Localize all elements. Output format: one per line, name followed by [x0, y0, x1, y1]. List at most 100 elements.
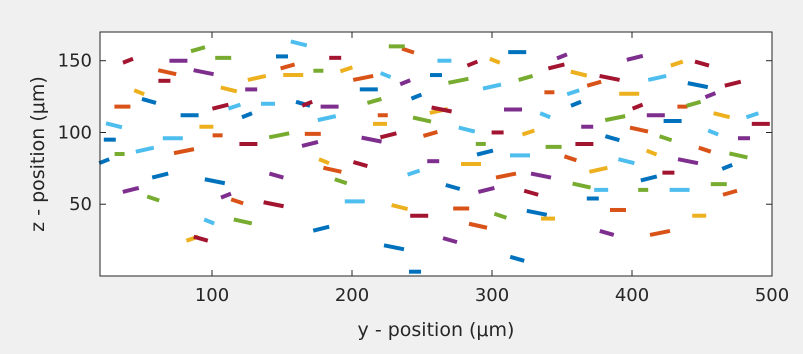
data-point — [728, 151, 748, 160]
data-point — [383, 243, 405, 252]
data-point — [220, 85, 238, 94]
data-point — [645, 148, 658, 157]
data-point — [268, 131, 290, 140]
data-point — [122, 185, 140, 194]
data-point — [98, 157, 110, 166]
data-point — [157, 68, 177, 77]
data-point — [626, 53, 644, 62]
data-point — [301, 99, 313, 108]
data-point — [670, 59, 684, 68]
data-point — [694, 59, 710, 68]
data-point — [133, 88, 145, 97]
x-axis-label: y - position (μm) — [358, 319, 515, 341]
data-point — [539, 111, 551, 120]
data-point — [482, 82, 502, 91]
data-point — [190, 45, 206, 54]
data-point — [193, 234, 209, 243]
data-point — [466, 59, 479, 68]
data-point — [570, 69, 588, 78]
data-point — [399, 78, 411, 87]
data-point — [173, 147, 195, 156]
data-point — [391, 203, 409, 212]
data-point — [401, 46, 415, 55]
x-tick-label: 100 — [195, 285, 229, 306]
data-point — [448, 76, 469, 85]
data-point — [617, 157, 635, 166]
data-point — [566, 88, 580, 97]
data-point — [412, 115, 432, 124]
data-point — [489, 56, 501, 65]
data-point — [521, 128, 536, 137]
y-tick-label: 150 — [58, 51, 92, 72]
data-marks — [98, 39, 770, 274]
data-point — [468, 221, 488, 230]
data-point — [318, 157, 330, 166]
data-point — [230, 197, 244, 206]
data-point — [263, 200, 284, 209]
data-point — [247, 73, 267, 82]
data-point — [588, 165, 608, 174]
data-point — [563, 154, 578, 163]
data-point — [312, 224, 330, 233]
data-point — [227, 102, 242, 111]
data-point — [570, 99, 582, 108]
data-point — [640, 174, 658, 183]
data-point — [366, 96, 382, 105]
data-point — [476, 148, 494, 157]
data-point — [631, 102, 644, 111]
y-axis-label: z - position (μm) — [27, 76, 49, 232]
data-point — [445, 183, 461, 191]
data-point — [686, 99, 702, 108]
data-point — [658, 134, 673, 143]
data-point — [477, 185, 495, 194]
data-point — [458, 125, 476, 134]
data-point — [721, 163, 733, 171]
x-tick-label: 300 — [475, 285, 509, 306]
data-point — [493, 211, 508, 220]
data-point — [334, 177, 348, 186]
data-point — [352, 160, 368, 168]
data-point — [556, 52, 568, 61]
data-point — [523, 188, 539, 197]
data-point — [105, 121, 123, 130]
data-point — [745, 111, 760, 120]
x-tick-label: 500 — [755, 285, 789, 306]
data-point — [530, 171, 552, 180]
data-point — [495, 171, 517, 180]
data-point — [203, 217, 215, 226]
data-point — [141, 96, 157, 105]
data-point — [410, 92, 423, 101]
x-axis-ticks: 100 200 300 400 500 — [195, 32, 789, 306]
data-point — [647, 73, 667, 82]
data-point — [352, 73, 374, 82]
data-point — [317, 114, 337, 123]
data-point — [268, 171, 284, 180]
data-point — [422, 129, 438, 138]
data-point — [518, 74, 534, 82]
data-point — [290, 39, 308, 48]
data-point — [572, 181, 592, 190]
data-point — [599, 73, 620, 82]
data-point — [586, 79, 602, 88]
data-point — [704, 91, 717, 100]
data-point — [322, 165, 342, 174]
data-point — [233, 217, 253, 226]
data-point — [442, 236, 458, 245]
data-point — [122, 56, 134, 65]
data-point — [211, 102, 229, 111]
data-point — [509, 254, 525, 263]
data-point — [379, 131, 397, 140]
data-point — [301, 140, 319, 148]
data-point — [361, 135, 382, 144]
data-point — [649, 228, 671, 237]
data-point — [146, 194, 160, 203]
data-point — [220, 191, 232, 200]
data-point — [193, 68, 214, 77]
data-point — [722, 188, 738, 197]
data-point — [599, 229, 615, 237]
data-point — [604, 134, 620, 143]
data-point — [241, 111, 253, 120]
axes-box — [99, 31, 773, 277]
y-tick-label: 50 — [69, 194, 92, 215]
data-point — [526, 208, 548, 217]
